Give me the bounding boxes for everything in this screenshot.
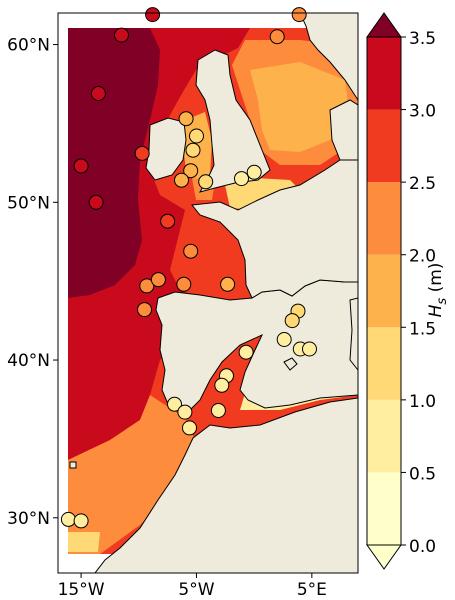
station-marker	[60, 511, 76, 527]
colorbar-tick-label: 1.0	[409, 392, 436, 412]
land-balearic-mallorca	[283, 357, 298, 371]
land	[69, 13, 358, 573]
station-marker	[182, 420, 197, 436]
station-marker	[210, 403, 226, 418]
colorbar-segment	[367, 472, 401, 545]
colorbar-tick-label: 0.0	[409, 537, 436, 557]
hs-canary-low	[68, 532, 100, 552]
map-panel: 15°W 5°W 5°E 60°N 50°N 40°N 30°N	[7, 7, 359, 600]
x-tick-label: 15°W	[58, 580, 105, 600]
colorbar-segment	[367, 109, 401, 183]
land-great-britain	[195, 49, 271, 193]
station-marker	[183, 243, 199, 259]
hs-north-sea-1-1.5	[250, 62, 350, 152]
colorbar-tick-label: 2.0	[409, 247, 436, 267]
colorbar-extend-max	[366, 12, 402, 38]
colorbar-segment	[367, 182, 401, 255]
station-marker	[177, 404, 193, 420]
colorbar-label-main: H	[426, 304, 446, 317]
station-marker	[90, 86, 106, 101]
station-marker	[183, 163, 199, 179]
y-axis-ticks: 60°N 50°N 40°N 30°N	[7, 36, 58, 529]
colorbar-tick-label: 0.5	[409, 464, 436, 484]
station-marker	[88, 194, 104, 210]
station-marker	[234, 171, 249, 187]
colorbar-label: Hs (m)	[426, 263, 450, 318]
land-ireland	[145, 117, 187, 181]
colorbar-frame	[366, 36, 402, 546]
x-axis-ticks: 15°W 5°W 5°E	[58, 573, 327, 600]
colorbar-label-unit: (m)	[426, 263, 446, 298]
station-markers	[60, 7, 317, 529]
land-scandinavia	[299, 13, 358, 101]
colorbar-segment	[367, 254, 401, 328]
hs-band-above-3	[68, 28, 160, 298]
hs-south-1.5-2	[68, 395, 195, 554]
colorbar-tick-label: 3.5	[409, 29, 436, 49]
y-tick-label: 50°N	[7, 193, 50, 213]
colorbar-segment	[367, 327, 401, 400]
station-marker	[246, 164, 262, 180]
station-marker	[160, 213, 176, 229]
land-denmark	[329, 99, 358, 161]
station-marker	[114, 27, 129, 43]
colorbar-segment	[367, 37, 401, 110]
colorbar-extend-min	[366, 544, 402, 570]
x-tick-label: 5°W	[178, 580, 214, 600]
station-marker	[174, 172, 189, 188]
hs-colorbar: 0.0 0.5 1.0 1.5 2.0 2.5 3.0 3.5 Hs (m)	[366, 12, 450, 570]
station-marker	[189, 128, 204, 144]
station-marker	[73, 513, 89, 529]
station-marker	[276, 332, 292, 347]
station-marker	[167, 396, 182, 412]
station-marker	[198, 174, 214, 190]
station-marker	[269, 29, 285, 45]
station-marker	[214, 377, 230, 393]
land-canary-islands	[69, 461, 77, 469]
colorbar-label-sub: s	[435, 298, 450, 305]
colorbar-tick-label: 3.0	[409, 102, 436, 122]
colorbar-ticks: 0.0 0.5 1.0 1.5 2.0 2.5 3.0 3.5	[401, 29, 436, 557]
station-marker	[134, 145, 150, 161]
colorbar-segment	[367, 399, 401, 473]
y-tick-label: 30°N	[7, 509, 50, 529]
station-marker	[145, 7, 161, 23]
colorbar-tick-label: 2.5	[409, 174, 436, 194]
station-marker	[176, 276, 192, 292]
station-marker	[73, 158, 89, 174]
land-france-europe	[191, 159, 358, 299]
land-corsica-sardinia	[349, 297, 358, 371]
station-marker	[284, 313, 300, 329]
station-marker	[150, 272, 166, 288]
map-frame	[57, 12, 359, 574]
station-marker	[220, 276, 236, 292]
station-marker	[291, 7, 307, 23]
y-tick-label: 60°N	[7, 36, 50, 56]
station-marker	[178, 111, 194, 127]
station-marker	[185, 142, 201, 158]
colorbar-segments	[366, 12, 402, 570]
x-tick-label: 5°E	[297, 580, 327, 600]
station-marker	[139, 278, 155, 294]
colorbar-tick-label: 1.5	[409, 319, 436, 339]
station-marker	[302, 341, 317, 357]
station-marker	[137, 302, 152, 318]
station-marker	[238, 344, 254, 360]
y-tick-label: 40°N	[7, 351, 50, 371]
